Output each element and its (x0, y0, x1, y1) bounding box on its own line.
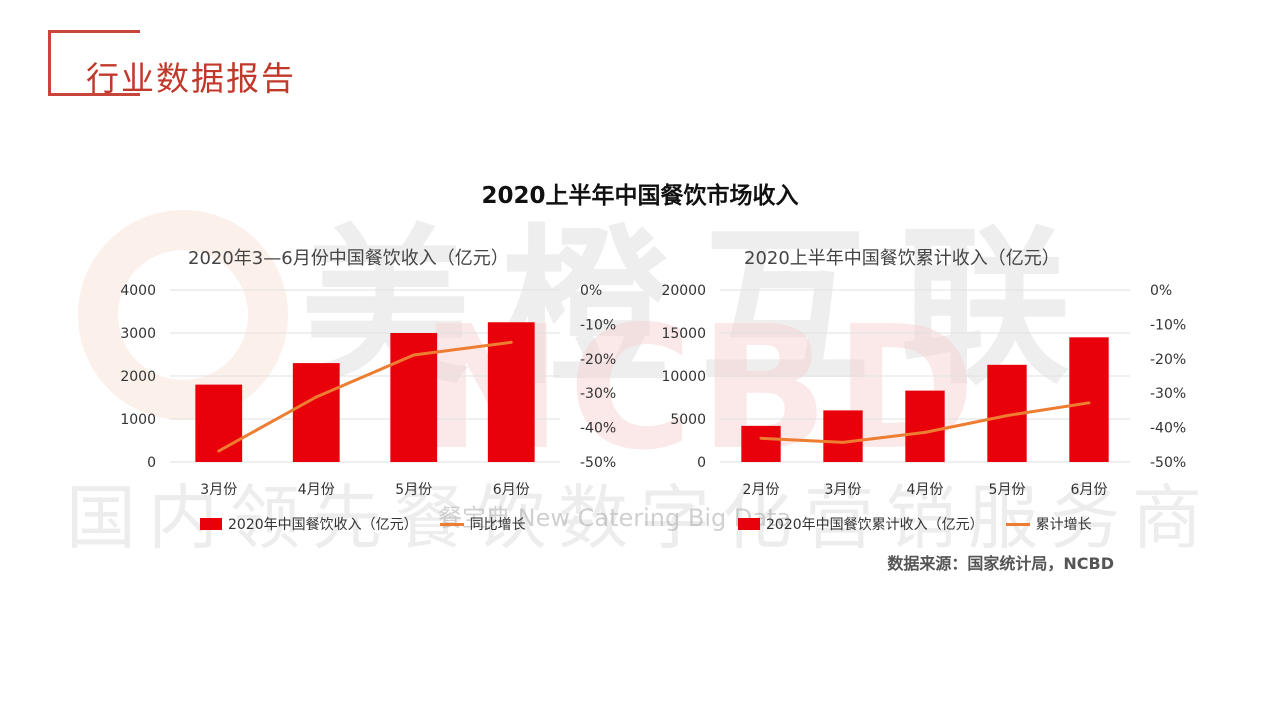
chart-left: 0 1000 2000 3000 4000 -50% -40% -30% -20% -10% 0% 3… (120, 283, 616, 498)
y-right-tick-label: -40% (1150, 421, 1186, 437)
y-right-tick-label: -50% (1150, 455, 1186, 471)
x-tick-label: 6月份 (493, 482, 530, 498)
chart-right: 0 5000 10000 15000 20000 -50% -40% -30% -20% -10%… (661, 283, 1186, 498)
y-right-tick-label: 0% (580, 283, 602, 299)
bar (1069, 337, 1109, 462)
chart-left-legend: 2020年中国餐饮收入（亿元） 同比增长 (200, 514, 548, 534)
legend-label: 2020年中国餐饮收入（亿元） (228, 517, 418, 533)
bar (195, 384, 243, 462)
y-right-tick-label: -20% (1150, 352, 1186, 368)
y-left-tick-label: 0 (147, 455, 156, 471)
y-left-tick-label: 1000 (120, 412, 156, 428)
series-line (218, 340, 512, 453)
legend-bar-swatch (200, 518, 222, 530)
y-right-tick-label: -30% (1150, 386, 1186, 402)
legend-line-swatch (1005, 522, 1030, 526)
bar (905, 390, 945, 462)
chart-right-title: 2020上半年中国餐饮累计收入（亿元） (744, 248, 1060, 269)
x-tick-label: 4月份 (298, 482, 335, 498)
legend-label: 2020年中国餐饮累计收入（亿元） (766, 517, 984, 533)
x-tick-label: 4月份 (907, 482, 944, 498)
y-left-tick-label: 0 (697, 455, 706, 471)
line-point (509, 340, 513, 344)
line-point (841, 440, 845, 444)
x-tick-label: 2月份 (743, 482, 780, 498)
x-tick-label: 5月份 (395, 482, 432, 498)
legend-item-bar: 2020年中国餐饮累计收入（亿元） (738, 514, 984, 534)
line-point (1087, 401, 1091, 405)
line-point (217, 449, 221, 453)
line-point (412, 353, 416, 357)
chart-left-title: 2020年3—6月份中国餐饮收入（亿元） (188, 248, 509, 269)
header-bracket (48, 30, 140, 96)
x-tick-label: 3月份 (200, 482, 237, 498)
line-point (314, 395, 318, 399)
line-point (1005, 414, 1009, 418)
legend-bar-swatch (738, 518, 760, 530)
line-point (923, 430, 927, 434)
y-right-tick-label: -50% (580, 455, 616, 471)
y-right-tick-label: -40% (580, 421, 616, 437)
line-point (759, 436, 763, 440)
y-right-tick-label: -30% (580, 386, 616, 402)
y-right-tick-label: -20% (580, 352, 616, 368)
y-left-tick-label: 15000 (661, 326, 706, 342)
x-tick-label: 6月份 (1071, 482, 1108, 498)
y-right-tick-label: -10% (580, 317, 616, 333)
header-title: 行业数据报告 (86, 59, 296, 98)
legend-label: 累计增长 (1035, 517, 1092, 533)
legend-line-swatch (439, 522, 464, 526)
y-left-tick-label: 10000 (661, 369, 706, 385)
y-left-tick-label: 5000 (670, 412, 706, 428)
legend-item-bar: 2020年中国餐饮收入（亿元） (200, 514, 418, 534)
y-left-tick-label: 4000 (120, 283, 156, 299)
y-left-tick-label: 20000 (661, 283, 706, 299)
x-tick-label: 5月份 (989, 482, 1026, 498)
legend-item-line: 同比增长 (439, 514, 526, 534)
y-left-tick-label: 3000 (120, 326, 156, 342)
bar (823, 410, 863, 462)
page-title: 2020上半年中国餐饮市场收入 (481, 183, 799, 209)
y-left-tick-label: 2000 (120, 369, 156, 385)
legend-item-line: 累计增长 (1005, 514, 1092, 534)
y-right-tick-label: -10% (1150, 317, 1186, 333)
x-tick-label: 3月份 (825, 482, 862, 498)
source-note: 数据来源：国家统计局，NCBD (887, 554, 1114, 573)
bar (292, 363, 340, 462)
y-right-tick-label: 0% (1150, 283, 1172, 299)
chart-right-legend: 2020年中国餐饮累计收入（亿元） 累计增长 (738, 514, 1114, 534)
bar (741, 425, 781, 462)
legend-label: 同比增长 (469, 517, 526, 533)
